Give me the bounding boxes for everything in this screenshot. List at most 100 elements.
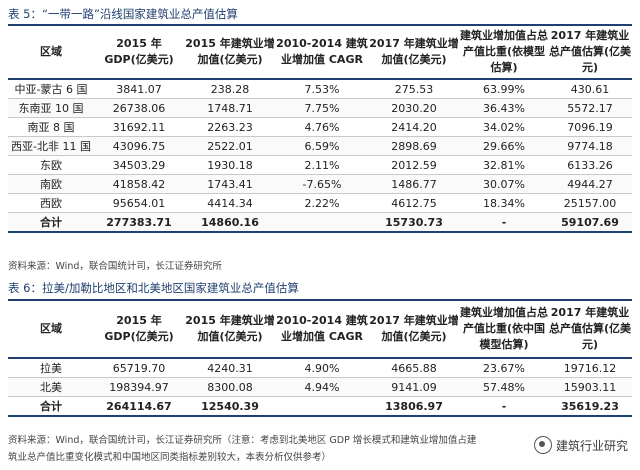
- cell: 15903.11: [548, 377, 632, 397]
- cell: 东南亚 10 国: [8, 98, 94, 118]
- cell: 4612.75: [368, 193, 460, 213]
- table-total-row: 合计 264114.67 12540.39 13806.97-35619.23: [8, 396, 632, 417]
- cell: 4.76%: [276, 117, 368, 137]
- cell: 14860.16: [184, 212, 276, 233]
- cell: 2898.69: [368, 136, 460, 156]
- t6-header-region: 区域: [8, 299, 94, 359]
- cell: 南亚 8 国: [8, 117, 94, 137]
- cell: 北美: [8, 377, 94, 397]
- cell: 41858.42: [94, 174, 184, 194]
- cell: 合计: [8, 396, 94, 417]
- cell: 7096.19: [548, 117, 632, 137]
- cell: 31692.11: [94, 117, 184, 137]
- t6-header-value-added: 2015 年建筑业增加值(亿美元): [184, 299, 276, 359]
- cell: -: [460, 212, 548, 233]
- cell: 264114.67: [94, 396, 184, 417]
- cell: 26738.06: [94, 98, 184, 118]
- cell: 95654.01: [94, 193, 184, 213]
- cell: 32.81%: [460, 155, 548, 175]
- cell: 西欧: [8, 193, 94, 213]
- t5-header-gdp: 2015 年 GDP(亿美元): [94, 24, 184, 80]
- cell: 34.02%: [460, 117, 548, 137]
- table6-caption-label: 表 6：: [8, 281, 42, 295]
- t6-header-va-2017: 2017 年建筑业增加值(亿美元): [368, 299, 460, 359]
- cell: 4665.88: [368, 358, 460, 378]
- table-row: 中亚-蒙古 6 国 3841.07 238.28 7.53% 275.53 63.99% 4…: [8, 79, 632, 99]
- cell: 拉美: [8, 358, 94, 378]
- table-row: 北美 198394.97 8300.08 4.94% 9141.09 57.48% 1590…: [8, 377, 632, 397]
- table6-caption-text: 拉美/加勒比地区和北美地区国家建筑业总产值估算: [41, 281, 299, 295]
- cell: 合计: [8, 212, 94, 233]
- cell: 430.61: [548, 79, 632, 99]
- t5-header-value-added: 2015 年建筑业增加值(亿美元): [184, 24, 276, 80]
- cell: [276, 396, 368, 417]
- watermark: 建筑行业研究: [533, 436, 628, 454]
- table5-caption: 表 5：“一带一路”沿线国家建筑业总产值估算: [8, 6, 238, 22]
- cell: 15730.73: [368, 212, 460, 233]
- cell: 36.43%: [460, 98, 548, 118]
- cell: 277383.71: [94, 212, 184, 233]
- t6-header-gdp: 2015 年 GDP(亿美元): [94, 299, 184, 359]
- table6-source: 资料来源：Wind，联合国统计司，长江证券研究所（注意：考虑到北美地区 GDP …: [8, 435, 477, 446]
- table-row: 东欧 34503.29 1930.18 2.11% 2012.59 32.81% 6133.…: [8, 155, 632, 175]
- cell: -: [460, 396, 548, 417]
- wechat-icon: [533, 436, 552, 454]
- table5: 区域 2015 年 GDP(亿美元) 2015 年建筑业增加值(亿美元) 201…: [8, 24, 632, 233]
- table-row: 西亚-北非 11 国 43096.75 2522.01 6.59% 2898.69 29.…: [8, 136, 632, 156]
- cell: 3841.07: [94, 79, 184, 99]
- cell: 1748.71: [184, 98, 276, 118]
- cell: 7.75%: [276, 98, 368, 118]
- table6: 区域 2015 年 GDP(亿美元) 2015 年建筑业增加值(亿美元) 201…: [8, 299, 632, 417]
- table6-caption: 表 6：拉美/加勒比地区和北美地区国家建筑业总产值估算: [8, 280, 299, 296]
- cell: 6.59%: [276, 136, 368, 156]
- cell: 南欧: [8, 174, 94, 194]
- table-row: 南欧 41858.42 1743.41 -7.65% 1486.77 30.07% 4944…: [8, 174, 632, 194]
- table-total-row: 合计 277383.71 14860.16 15730.73-59107.69: [8, 212, 632, 233]
- t6-header-cagr: 2010-2014 建筑业增加值 CAGR: [276, 299, 368, 359]
- table5-caption-text: “一带一路”沿线国家建筑业总产值估算: [41, 7, 238, 21]
- cell: 43096.75: [94, 136, 184, 156]
- cell: 25157.00: [548, 193, 632, 213]
- cell: 4240.31: [184, 358, 276, 378]
- cell: 东欧: [8, 155, 94, 175]
- cell: 63.99%: [460, 79, 548, 99]
- cell: 57.48%: [460, 377, 548, 397]
- cell: 4.94%: [276, 377, 368, 397]
- cell: 2263.23: [184, 117, 276, 137]
- t5-header-ratio: 建筑业增加值占总产值比重(依模型估算): [460, 24, 548, 80]
- cell: 9774.18: [548, 136, 632, 156]
- table-row: 南亚 8 国 31692.11 2263.23 4.76% 2414.20 34.02% 7…: [8, 117, 632, 137]
- cell: 12540.39: [184, 396, 276, 417]
- cell: 6133.26: [548, 155, 632, 175]
- cell: 4944.27: [548, 174, 632, 194]
- cell: 2414.20: [368, 117, 460, 137]
- cell: 2.22%: [276, 193, 368, 213]
- cell: 59107.69: [548, 212, 632, 233]
- cell: 西亚-北非 11 国: [8, 136, 94, 156]
- table-row: 东南亚 10 国 26738.06 1748.71 7.75% 2030.20 36.43…: [8, 98, 632, 118]
- watermark-text: 建筑行业研究: [555, 438, 628, 453]
- cell: 1486.77: [368, 174, 460, 194]
- cell: 19716.12: [548, 358, 632, 378]
- cell: 23.67%: [460, 358, 548, 378]
- cell: 1743.41: [184, 174, 276, 194]
- cell: 198394.97: [94, 377, 184, 397]
- cell: 2.11%: [276, 155, 368, 175]
- t5-header-region: 区域: [8, 24, 94, 80]
- cell: 4.90%: [276, 358, 368, 378]
- cell: 13806.97: [368, 396, 460, 417]
- cell: 29.66%: [460, 136, 548, 156]
- cell: 中亚-蒙古 6 国: [8, 79, 94, 99]
- cell: 4414.34: [184, 193, 276, 213]
- cell: 5572.17: [548, 98, 632, 118]
- cell: -7.65%: [276, 174, 368, 194]
- cell: 7.53%: [276, 79, 368, 99]
- cell: 238.28: [184, 79, 276, 99]
- cell: 2030.20: [368, 98, 460, 118]
- cell: 8300.08: [184, 377, 276, 397]
- t5-header-output-2017: 2017 年建筑业总产值估算(亿美元): [548, 24, 632, 80]
- t5-header-cagr: 2010-2014 建筑业增加值 CAGR: [276, 24, 368, 80]
- cell: 2012.59: [368, 155, 460, 175]
- table5-source: 资料来源：Wind，联合国统计司，长江证券研究所: [8, 261, 222, 272]
- cell: [276, 212, 368, 233]
